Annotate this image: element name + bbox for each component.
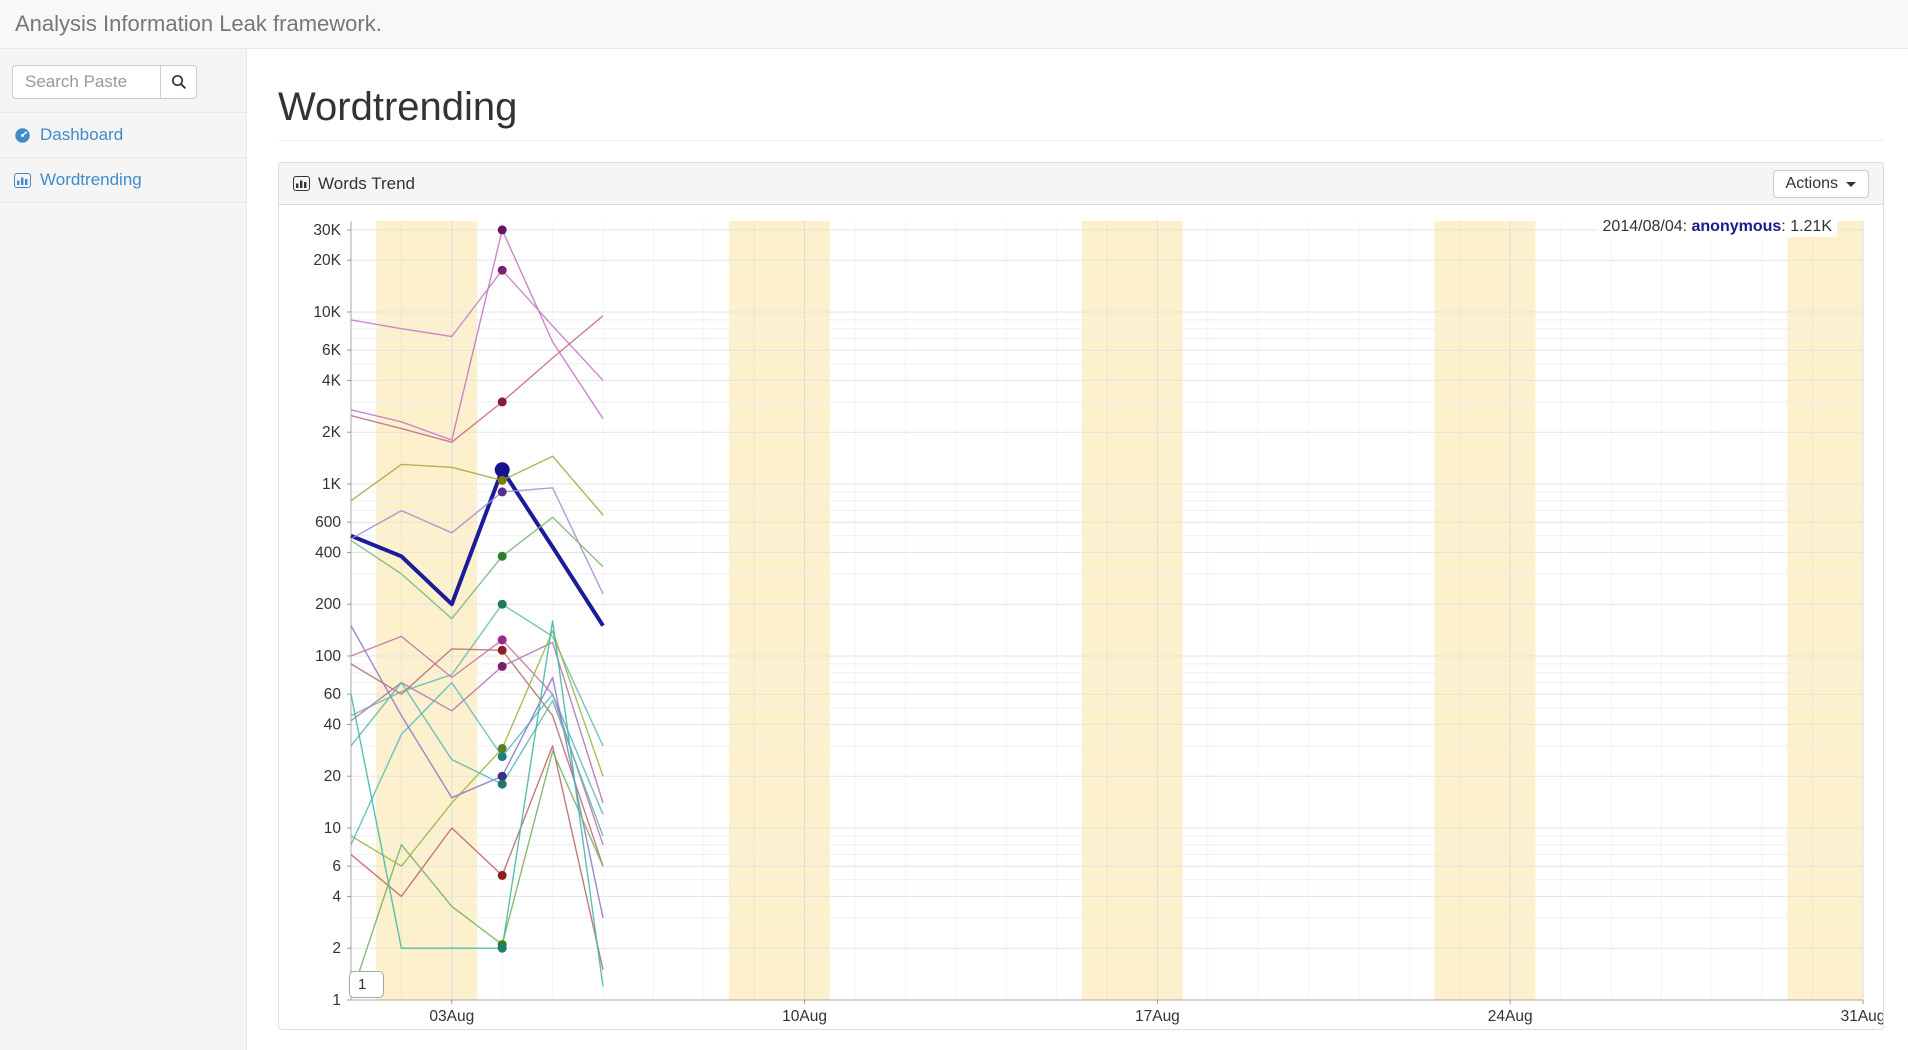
actions-button[interactable]: Actions [1772,170,1869,198]
svg-text:20: 20 [324,768,342,785]
panel-heading: Words Trend Actions [279,163,1883,205]
sidebar-nav: Dashboard Wordtrending [0,112,246,203]
svg-text:20K: 20K [313,252,341,269]
bar-chart-icon [14,172,31,188]
svg-text:100: 100 [315,648,341,665]
svg-text:200: 200 [315,596,341,613]
panel-body: 1 2 4 6 10 20 40 60 100 200 400 600 1K 2K 4K 6K 10K 20K 30… [279,205,1883,1029]
page-header: Wordtrending [278,86,1884,141]
chart-tooltip: 2014/08/04: anonymous: 1.21K [1597,217,1837,237]
search-icon [171,74,186,89]
svg-text:6K: 6K [322,342,342,359]
search-input[interactable] [12,65,160,99]
words-trend-chart[interactable]: 1246102040601002004006001K2K4K6K10K20K30… [279,205,1883,1029]
page-title: Wordtrending [278,85,518,129]
sidebar-item-label: Dashboard [40,125,124,144]
svg-text:17Aug: 17Aug [1135,1008,1180,1025]
svg-text:6: 6 [332,858,341,875]
main-content: Wordtrending Words Trend Actions 1 2 4 6 10 2… [247,49,1908,1050]
search-group [12,65,234,99]
sidebar: Dashboard Wordtrending [0,49,247,1050]
svg-text:1: 1 [332,992,341,1009]
svg-text:30K: 30K [313,222,341,239]
tooltip-value: : 1.21K [1781,218,1832,235]
tooltip-date: 2014/08/04: [1602,218,1692,235]
svg-text:2: 2 [332,940,341,957]
dashboard-icon [15,127,30,143]
sidebar-item-label: Wordtrending [40,170,142,189]
navbar: Analysis Information Leak framework. [0,0,1908,49]
tooltip-series: anonymous [1691,218,1782,235]
svg-text:10Aug: 10Aug [782,1008,827,1025]
caret-down-icon [1846,181,1856,187]
svg-text:4K: 4K [322,372,342,389]
bar-chart-icon [293,176,310,191]
svg-text:2K: 2K [322,424,342,441]
svg-text:10K: 10K [313,304,341,321]
svg-text:60: 60 [324,686,342,703]
actions-button-label: Actions [1785,175,1838,192]
svg-text:1K: 1K [322,476,342,493]
svg-text:03Aug: 03Aug [429,1008,474,1025]
svg-text:400: 400 [315,544,341,561]
sidebar-item-wordtrending[interactable]: Wordtrending [0,158,246,203]
search-button[interactable] [160,65,197,99]
page-button[interactable]: 1 [349,971,384,998]
svg-text:40: 40 [324,716,342,733]
svg-text:600: 600 [315,514,341,531]
svg-text:4: 4 [332,888,341,905]
svg-text:10: 10 [324,820,342,837]
panel-title: Words Trend [318,173,416,193]
svg-text:31Aug: 31Aug [1841,1008,1883,1025]
navbar-brand: Analysis Information Leak framework. [15,11,382,36]
sidebar-item-dashboard[interactable]: Dashboard [0,113,246,158]
svg-text:24Aug: 24Aug [1488,1008,1533,1025]
words-trend-panel: Words Trend Actions 1 2 4 6 10 20 40 60 100 200 40… [278,162,1884,1030]
